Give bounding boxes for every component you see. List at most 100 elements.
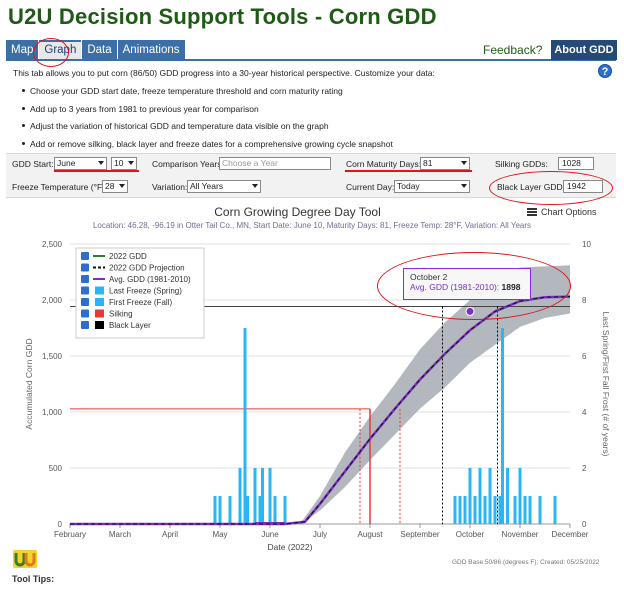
first-freeze-bar <box>538 496 542 524</box>
silking-gdds-input[interactable]: 1028 <box>558 157 594 170</box>
x-tick-label: June <box>261 530 279 539</box>
legend-swatch <box>95 321 104 329</box>
intro-text: This tab allows you to put corn (86/50) … <box>13 68 435 78</box>
first-freeze-bar <box>458 496 462 524</box>
x-tick-label: October <box>456 530 485 539</box>
last-freeze-bar <box>253 468 257 524</box>
last-freeze-bar <box>283 496 287 524</box>
last-freeze-bar <box>258 496 262 524</box>
first-freeze-bar <box>501 328 504 524</box>
legend-checkbox <box>81 252 89 260</box>
tab-data[interactable]: Data <box>82 40 117 60</box>
legend-checkbox <box>81 263 89 272</box>
annotation-ring-tooltip <box>377 252 571 320</box>
chevron-down-icon <box>119 184 125 188</box>
first-freeze-bar <box>513 496 517 524</box>
legend-swatch <box>95 286 104 295</box>
x-tick-label: September <box>400 530 439 539</box>
corn-maturity-value: 81 <box>423 158 433 168</box>
corn-maturity-select[interactable]: 81 <box>420 157 470 170</box>
y-axis-title: Accumulated Corn GDD <box>24 338 34 429</box>
first-freeze-bar <box>463 496 467 524</box>
about-gdd-button[interactable]: About GDD <box>551 40 617 60</box>
x-tick-label: April <box>162 530 178 539</box>
x-tick-label: May <box>212 530 227 539</box>
variation-value: All Years <box>190 181 224 191</box>
legend-swatch <box>95 309 104 318</box>
legend-checkbox <box>81 298 89 306</box>
first-freeze-bar <box>478 468 482 524</box>
first-freeze-bar <box>483 496 487 524</box>
annotation-underline-gdd-start <box>54 170 139 172</box>
x-tick-label: August <box>358 530 384 539</box>
chart-title: Corn Growing Degree Day Tool <box>214 205 381 219</box>
x-tick-label: July <box>313 530 327 539</box>
first-freeze-bar <box>473 496 477 524</box>
last-freeze-bar <box>238 468 242 524</box>
annotation-underline-maturity <box>345 170 472 172</box>
list-item: Adjust the variation of historical GDD a… <box>22 121 393 139</box>
y2-tick-label: 6 <box>582 352 587 361</box>
x-tick-label: February <box>54 530 86 539</box>
list-item: Add or remove silking, black layer and f… <box>22 139 393 157</box>
first-freeze-bar <box>468 468 472 524</box>
legend-label: Black Layer <box>109 321 151 330</box>
gdd-start-day-select[interactable]: 10 <box>111 157 137 170</box>
tab-animations[interactable]: Animations <box>117 40 185 60</box>
x-tick-label: March <box>109 530 131 539</box>
first-freeze-bar <box>553 496 557 524</box>
chevron-down-icon <box>461 184 467 188</box>
legend-label: Silking <box>109 310 133 319</box>
y-tick-label: 500 <box>49 464 63 473</box>
last-freeze-bar <box>218 496 222 524</box>
freeze-temp-select[interactable]: 28 <box>102 180 128 193</box>
chevron-down-icon <box>252 184 258 188</box>
legend-checkbox <box>81 286 89 295</box>
last-freeze-bar <box>268 468 272 524</box>
tab-strip <box>6 59 616 61</box>
legend-swatch <box>95 298 104 306</box>
legend-checkbox <box>81 275 89 283</box>
y2-tick-label: 0 <box>582 520 587 529</box>
y2-tick-label: 2 <box>582 464 587 473</box>
current-day-label: Current Day: <box>346 182 395 192</box>
y2-tick-label: 10 <box>582 240 591 249</box>
y-tick-label: 1,500 <box>42 352 63 361</box>
gdd-chart[interactable]: 0 500 1,000 1,500 2,000 2,500 0 2 4 6 8 10 February M… <box>0 230 624 560</box>
annotation-ring-black-layer <box>489 171 613 205</box>
comparison-years-select[interactable]: Choose a Year <box>219 157 331 170</box>
gdd-start-month-value: June <box>57 158 76 168</box>
first-freeze-bar <box>528 496 532 524</box>
legend-label: 2022 GDD Projection <box>109 264 185 273</box>
last-freeze-bar <box>273 496 277 524</box>
menu-icon <box>527 208 537 216</box>
variation-select[interactable]: All Years <box>187 180 261 193</box>
current-day-select[interactable]: Today <box>394 180 470 193</box>
footer-note: GDD Base 50/86 (degrees F); Created: 05/… <box>452 559 600 566</box>
list-item: Choose your GDD start date, freeze tempe… <box>22 86 393 104</box>
first-freeze-bar <box>493 496 497 524</box>
last-freeze-bar <box>228 496 232 524</box>
first-freeze-bar <box>523 496 527 524</box>
y-tick-label: 0 <box>58 520 63 529</box>
freeze-temp-label: Freeze Temperature (°F): <box>12 182 108 192</box>
y2-tick-label: 4 <box>582 408 587 417</box>
tab-map[interactable]: Map <box>6 40 39 60</box>
last-freeze-bar <box>246 496 249 524</box>
feedback-link[interactable]: Feedback? <box>483 43 543 57</box>
x-tick-label: December <box>552 530 589 539</box>
chart-options-button[interactable]: Chart Options <box>527 207 597 217</box>
silking-gdds-label: Silking GDDs: <box>495 159 548 169</box>
variation-label: Variation: <box>152 182 188 192</box>
gdd-start-label: GDD Start: <box>12 159 54 169</box>
chevron-down-icon <box>98 161 104 165</box>
y-tick-label: 1,000 <box>42 408 63 417</box>
gdd-start-month-select[interactable]: June <box>54 157 107 170</box>
y2-tick-label: 8 <box>582 296 587 305</box>
u2u-logo <box>13 550 37 568</box>
legend-checkbox <box>81 321 89 329</box>
legend-label: Last Freeze (Spring) <box>109 287 182 296</box>
help-icon[interactable]: ? <box>598 64 612 78</box>
legend-label: Avg. GDD (1981-2010) <box>109 275 191 284</box>
y2-axis-title: Last Spring/First Fall Frost (# of years… <box>601 311 611 456</box>
